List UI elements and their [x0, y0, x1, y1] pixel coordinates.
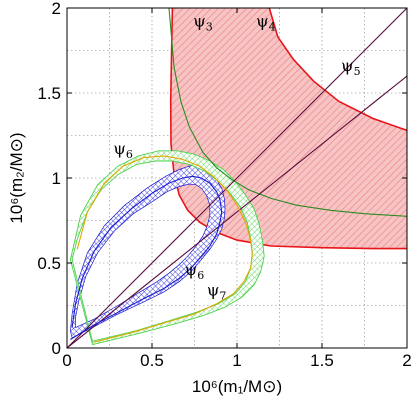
y-tick-label: 1.5 [37, 84, 61, 103]
x-tick-label: 0 [62, 351, 71, 370]
series-line-2 [67, 8, 407, 348]
shaded-regions [69, 8, 407, 346]
x-tick-label: 1 [232, 351, 241, 370]
series-lines [67, 8, 407, 348]
y-tick-label: 2 [52, 0, 61, 18]
series-line-5 [70, 175, 223, 340]
region-blue-band-inner-edge [75, 183, 211, 329]
y-tick-label: 0.5 [37, 254, 61, 273]
series-line-4 [76, 155, 253, 343]
region-blue-band [70, 164, 226, 338]
region-blue-band-outer-edge [70, 164, 226, 339]
curve-label-psi3: ψ3 [193, 12, 213, 34]
region-green-band-outer-edge [69, 150, 265, 346]
curve-label-psi6: ψ6 [113, 139, 133, 161]
series-line-1 [168, 8, 407, 217]
y-axis-label: 10⁶(m₂/M⊙) [7, 132, 26, 223]
curve-label-psi6: ψ6 [185, 260, 205, 282]
y-tick-label: 0 [52, 339, 61, 358]
y-tick-label: 1 [52, 169, 61, 188]
region-red-inner-edge [268, 8, 407, 132]
axis-ticks: 0 0.5 1 1.5 2 0 0.5 1 1.5 2 [37, 0, 411, 370]
x-tick-label: 1.5 [310, 351, 334, 370]
x-axis-label: 10⁶(m₁/M⊙) [192, 377, 282, 396]
curve-label-psi7: ψ7 [207, 280, 227, 302]
series-line-3 [67, 75, 407, 348]
curve-label-psi5: ψ5 [341, 56, 361, 78]
x-tick-label: 2 [402, 351, 411, 370]
curve-label-psi4: ψ4 [256, 12, 276, 34]
x-tick-label: 0.5 [140, 351, 164, 370]
region-red-outer-edge [169, 8, 407, 250]
